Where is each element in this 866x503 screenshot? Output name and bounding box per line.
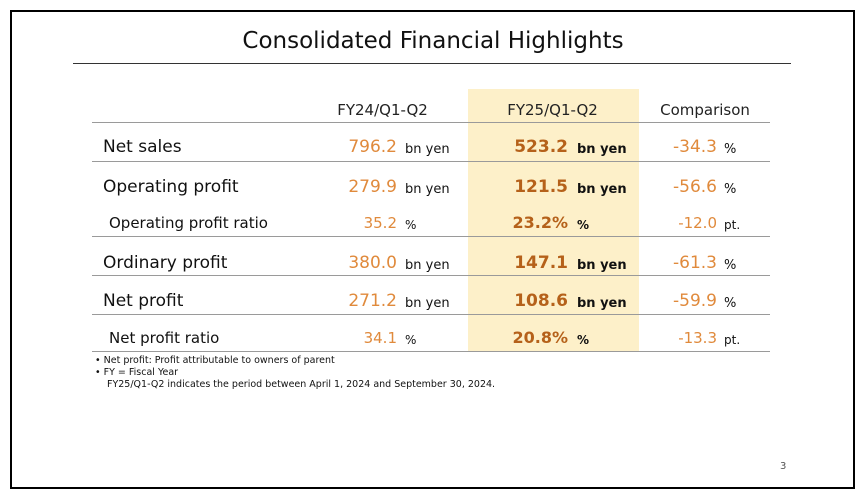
row-rule — [92, 161, 770, 162]
operating-profit-ratio-prev-value: 35.2 — [363, 214, 397, 232]
ordinary-profit-curr-value: 147.1 — [514, 253, 568, 273]
row-label-ordinary-profit: Ordinary profit — [103, 253, 228, 273]
operating-profit-prev-unit: bn yen — [405, 182, 450, 197]
net-profit-comparison-unit: % — [724, 296, 737, 311]
net-profit-curr-value: 108.6 — [514, 291, 568, 311]
row-label-net-profit-ratio: Net profit ratio — [109, 329, 220, 347]
row-label-net-sales: Net sales — [103, 137, 182, 157]
row-label-operating-profit-ratio: Operating profit ratio — [109, 214, 268, 232]
row-rule — [92, 236, 770, 237]
header-rule — [92, 122, 770, 123]
net-profit-prev-value: 271.2 — [348, 291, 397, 311]
net-profit-ratio-prev-value: 34.1 — [363, 329, 397, 347]
header-comparison: Comparison — [660, 101, 750, 119]
row-rule — [92, 275, 770, 276]
operating-profit-prev-value: 279.9 — [348, 177, 397, 197]
net-profit-curr-unit: bn yen — [577, 296, 627, 311]
net-sales-prev-unit: bn yen — [405, 142, 450, 157]
row-rule — [92, 314, 770, 315]
operating-profit-ratio-comparison-value: -12.0 — [678, 214, 717, 232]
operating-profit-ratio-prev-unit: % — [405, 218, 417, 232]
operating-profit-ratio-comparison-unit: pt. — [724, 218, 741, 232]
row-label-operating-profit: Operating profit — [103, 177, 239, 197]
page-number: 3 — [780, 461, 787, 472]
operating-profit-curr-unit: bn yen — [577, 182, 627, 197]
net-sales-comparison-unit: % — [724, 142, 737, 157]
slide — [10, 10, 855, 489]
operating-profit-comparison-value: -56.6 — [673, 177, 717, 197]
net-sales-curr-value: 523.2 — [514, 137, 568, 157]
net-profit-ratio-prev-unit: % — [405, 333, 417, 347]
net-sales-comparison-value: -34.3 — [673, 137, 717, 157]
ordinary-profit-curr-unit: bn yen — [577, 258, 627, 273]
net-profit-prev-unit: bn yen — [405, 296, 450, 311]
row-label-net-profit: Net profit — [103, 291, 184, 311]
title-divider — [73, 63, 791, 64]
net-sales-curr-unit: bn yen — [577, 142, 627, 157]
operating-profit-ratio-curr-unit: % — [577, 218, 590, 232]
net-profit-comparison-value: -59.9 — [673, 291, 717, 311]
footnote-fiscal-year: • FY = Fiscal Year — [95, 367, 179, 378]
ordinary-profit-prev-value: 380.0 — [348, 253, 397, 273]
header-prev-period: FY24/Q1-Q2 — [337, 101, 428, 119]
footnote-period: FY25/Q1-Q2 indicates the period between … — [107, 379, 496, 390]
net-profit-ratio-curr-unit: % — [577, 333, 590, 347]
net-profit-ratio-comparison-unit: pt. — [724, 333, 741, 347]
footnote-net-profit: • Net profit: Profit attributable to own… — [95, 355, 335, 366]
header-curr-period: FY25/Q1-Q2 — [507, 101, 598, 119]
net-profit-ratio-comparison-value: -13.3 — [678, 329, 717, 347]
footnotes: • Net profit: Profit attributable to own… — [95, 355, 495, 391]
ordinary-profit-comparison-unit: % — [724, 258, 737, 273]
ordinary-profit-comparison-value: -61.3 — [673, 253, 717, 273]
slide-title: Consolidated Financial Highlights — [242, 28, 624, 54]
net-sales-prev-value: 796.2 — [348, 137, 397, 157]
operating-profit-curr-value: 121.5 — [514, 177, 568, 197]
current-period-highlight — [468, 89, 639, 351]
operating-profit-comparison-unit: % — [724, 182, 737, 197]
operating-profit-ratio-curr-value: 23.2% — [512, 213, 568, 232]
row-rule — [92, 351, 770, 352]
net-profit-ratio-curr-value: 20.8% — [512, 328, 568, 347]
ordinary-profit-prev-unit: bn yen — [405, 258, 450, 273]
